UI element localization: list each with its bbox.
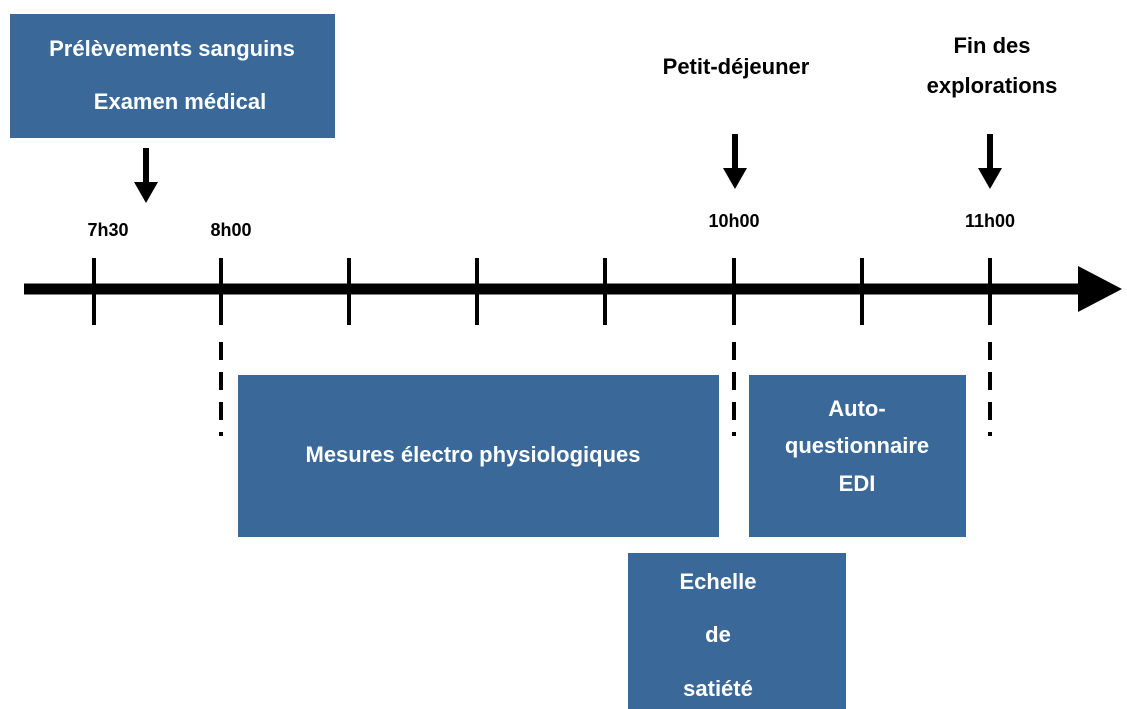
box-text: EDI [839, 471, 876, 496]
box-text: de [705, 622, 731, 647]
box [628, 553, 846, 709]
axis-arrowhead [1078, 266, 1122, 312]
box-text: Mesures électro physiologiques [306, 442, 641, 467]
time-label: 11h00 [965, 211, 1015, 231]
box-text: questionnaire [785, 433, 929, 458]
event-label: Petit-déjeuner [663, 54, 810, 79]
time-label: 7h30 [87, 220, 128, 240]
box [238, 375, 719, 537]
box-text: satiété [683, 676, 753, 701]
time-label: 10h00 [708, 211, 759, 231]
box [749, 375, 966, 537]
arrow-head [134, 182, 158, 203]
box-text: Auto- [828, 396, 885, 421]
box [10, 14, 335, 138]
event-label: Fin des [953, 33, 1030, 58]
box-text: Prélèvements sanguins [49, 36, 295, 61]
arrow-head [723, 168, 747, 189]
arrows [134, 134, 1002, 203]
time-label: 8h00 [210, 220, 251, 240]
arrow-head [978, 168, 1002, 189]
event-label: explorations [927, 73, 1058, 98]
box-text: Echelle [679, 569, 756, 594]
ticks [92, 258, 992, 325]
box-text: Examen médical [94, 89, 266, 114]
